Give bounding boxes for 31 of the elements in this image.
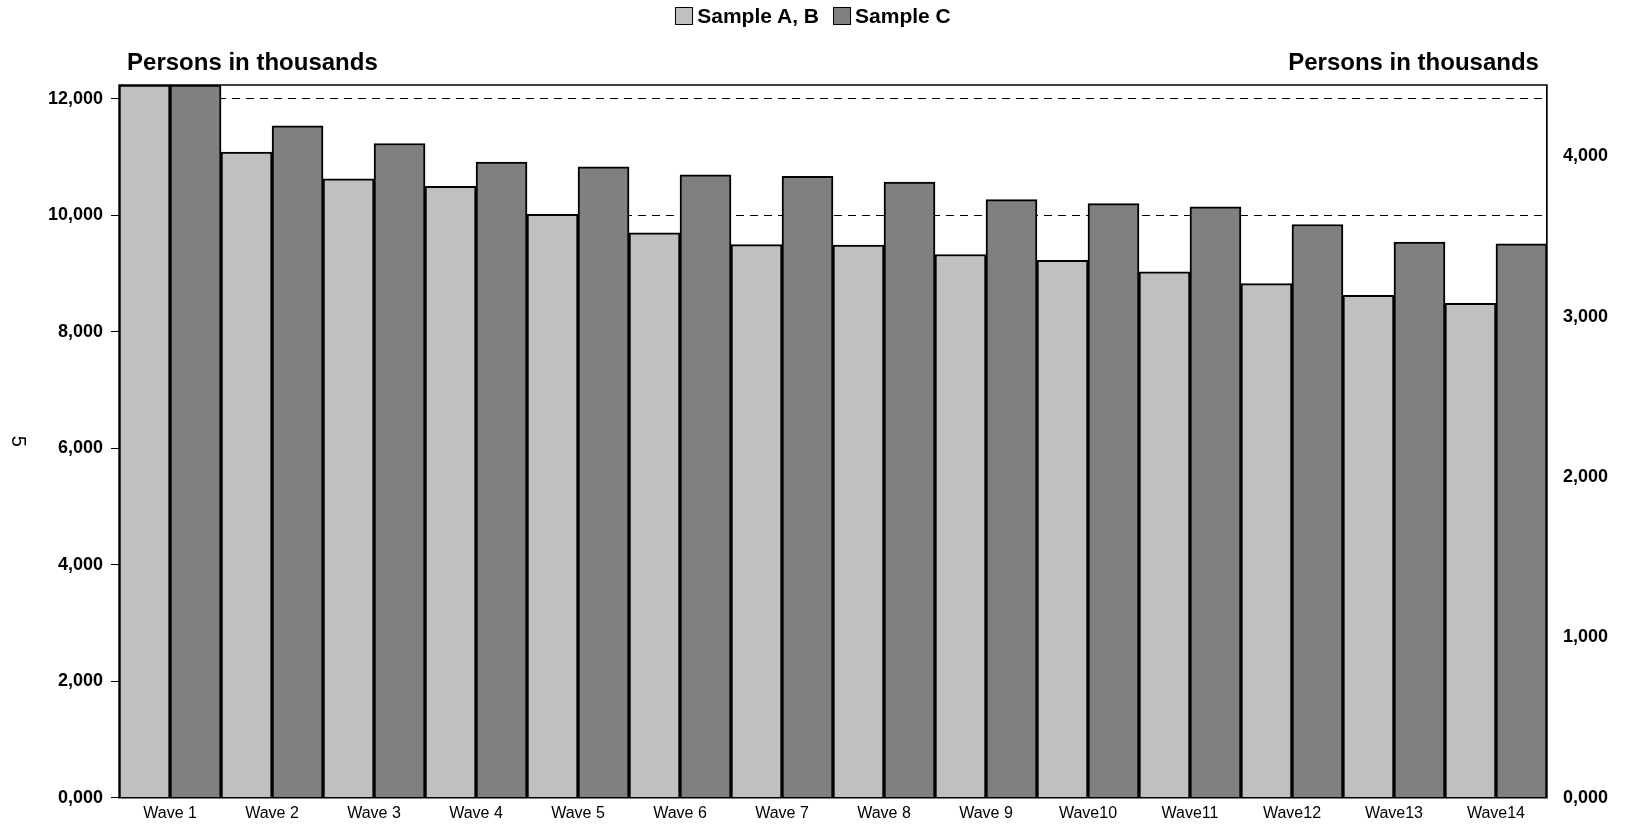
- y-axis-title: Persons in thousands: [127, 47, 378, 75]
- y-tick-label: 10,000: [47, 204, 104, 225]
- y-tick-label: 12,000: [47, 87, 104, 108]
- x-tick-label: Wave 5: [551, 803, 605, 821]
- legend-label: Sample C: [855, 4, 951, 28]
- y2-tick-label: 4,000: [1562, 145, 1608, 166]
- x-tick-label: Wave14: [1466, 803, 1526, 821]
- x-tick-label: Wave 9: [959, 803, 1013, 821]
- x-tick-label: Wave 7: [755, 803, 809, 821]
- y2-tick-label: 2,000: [1562, 466, 1608, 487]
- x-tick-label: Wave 6: [653, 803, 707, 821]
- y2-axis-title: Persons in thousands: [1288, 47, 1539, 75]
- y2-tick-label: 0,000: [1562, 786, 1608, 807]
- y2-tick-label: 1,000: [1562, 626, 1608, 647]
- x-tick-label: Wave12: [1262, 803, 1322, 821]
- legend-label: Sample A, B: [697, 4, 820, 28]
- x-tick-label: Wave10: [1058, 803, 1118, 821]
- y-tick-label: 0,000: [58, 786, 104, 807]
- y-tick-label: 4,000: [58, 553, 104, 574]
- x-tick-label: Wave 3: [347, 803, 401, 821]
- y-tick-label: 8,000: [58, 320, 104, 341]
- x-tick-label: Wave 2: [245, 803, 299, 821]
- x-tick-label: Wave13: [1364, 803, 1424, 821]
- x-tick-label: Wave 8: [857, 803, 911, 821]
- x-tick-label: Wave 4: [449, 803, 503, 821]
- y2-tick-label: 3,000: [1562, 305, 1608, 326]
- y-tick-label: 2,000: [58, 670, 104, 691]
- text: 5: [8, 435, 31, 447]
- x-tick-label: Wave11: [1161, 803, 1219, 821]
- x-tick-label: Wave 1: [143, 803, 197, 821]
- y-tick-label: 6,000: [58, 437, 104, 458]
